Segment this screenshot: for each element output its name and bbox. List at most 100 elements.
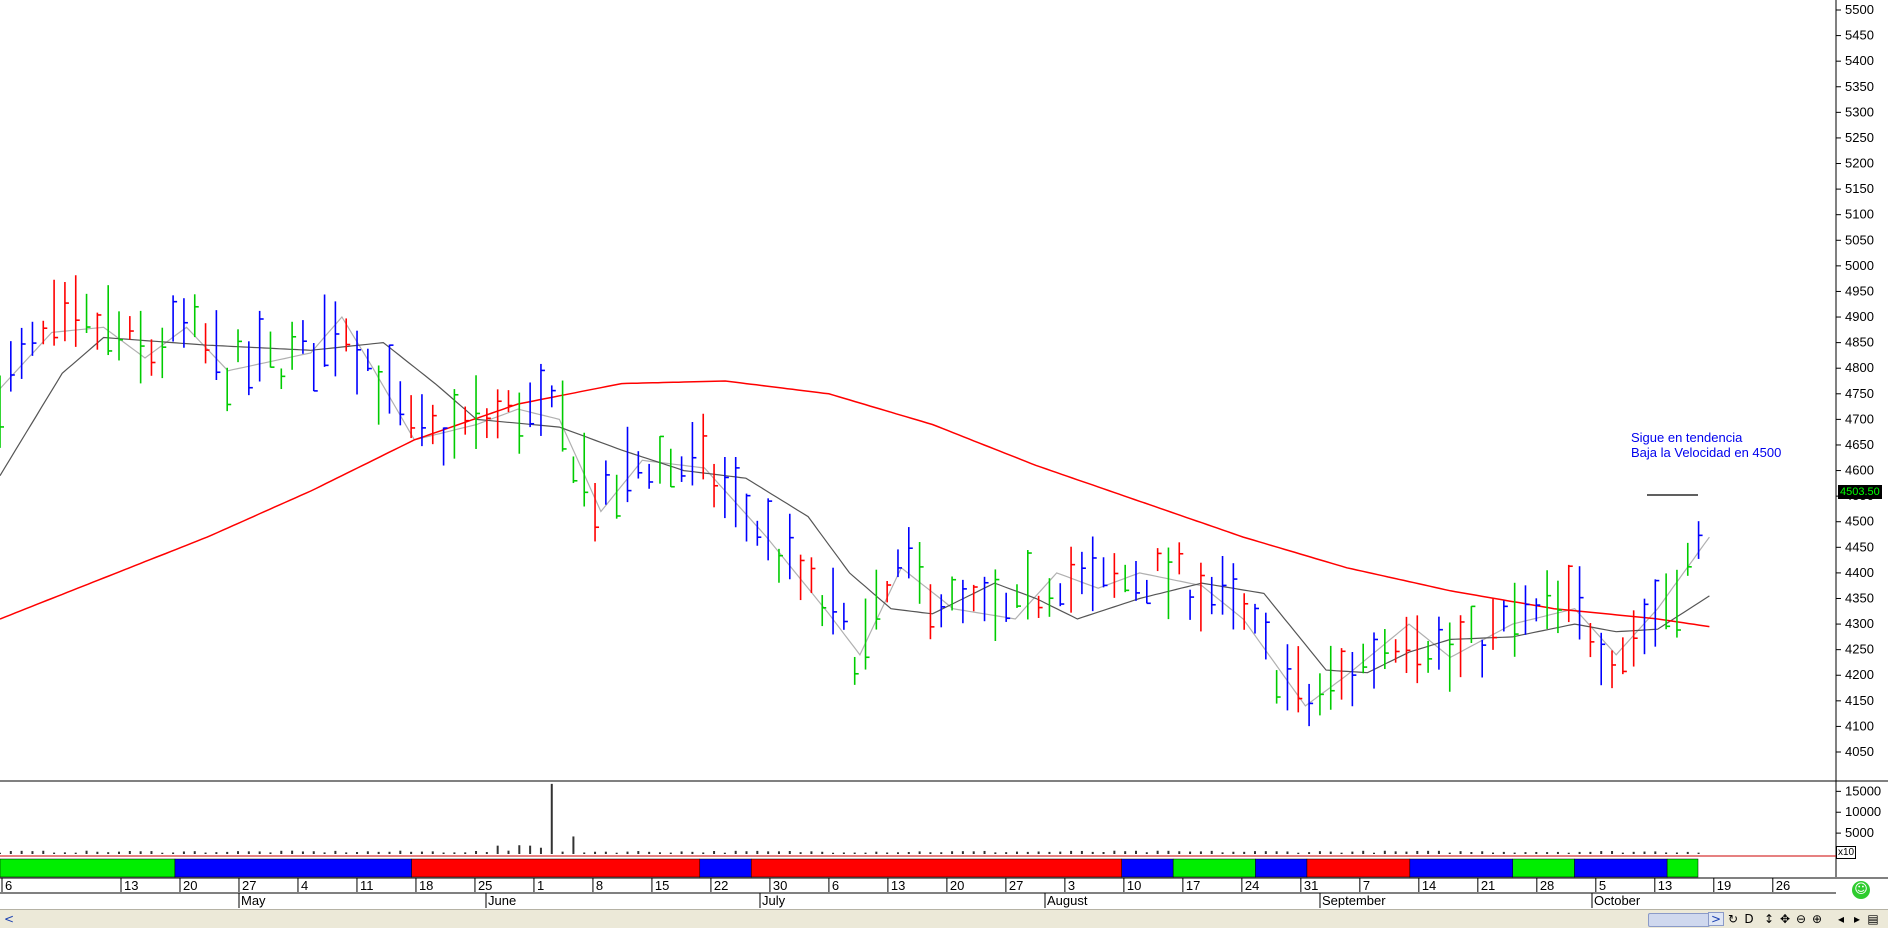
medium-ma-line <box>0 336 1710 674</box>
date-tick-label: 14 <box>1422 878 1436 893</box>
moving-averages <box>0 315 1710 707</box>
indicator-segment <box>1121 858 1174 878</box>
date-tick-label: 1 <box>537 878 544 893</box>
price-tick-label: 4850 <box>1845 335 1874 350</box>
price-tick-label: 5100 <box>1845 207 1874 222</box>
volume-tick-label: 15000 <box>1845 783 1881 798</box>
month-label: June <box>488 893 516 908</box>
indicator-segment <box>174 858 412 878</box>
price-tick-label: 4050 <box>1845 744 1874 759</box>
price-tick-label: 5000 <box>1845 258 1874 273</box>
volume-scale-label: x10 <box>1836 846 1857 859</box>
price-tick-label: 4900 <box>1845 309 1874 324</box>
indicator-segment <box>411 858 701 878</box>
price-tick-label: 4700 <box>1845 411 1874 426</box>
move-icon[interactable]: ✥ <box>1779 912 1791 926</box>
indicator-segment <box>1512 858 1575 878</box>
date-tick-label: 31 <box>1304 878 1318 893</box>
last-price-label: 4503.50 <box>1838 485 1882 499</box>
month-label: May <box>241 893 266 908</box>
indicator-segment <box>1574 858 1668 878</box>
price-tick-label: 5500 <box>1845 2 1874 17</box>
date-tick-label: 4 <box>301 878 308 893</box>
price-tick-label: 5350 <box>1845 79 1874 94</box>
step-back-icon[interactable]: ◂ <box>1837 912 1845 926</box>
settings-icon[interactable]: ▤ <box>1867 912 1879 926</box>
date-tick-label: 19 <box>1717 878 1731 893</box>
indicator-strip <box>0 858 1699 878</box>
refresh-icon[interactable]: ↻ <box>1727 912 1739 926</box>
price-tick-label: 5050 <box>1845 232 1874 247</box>
annotation-text: Sigue en tendencia <box>1631 430 1743 445</box>
date-tick-label: 8 <box>596 878 603 893</box>
indicator-segment <box>750 858 1122 878</box>
date-tick-label: 13 <box>891 878 905 893</box>
date-tick-label: 3 <box>1068 878 1075 893</box>
date-tick-label: 27 <box>1009 878 1023 893</box>
scroll-thumb[interactable] <box>1648 913 1710 927</box>
date-tick-label: 15 <box>655 878 669 893</box>
volume-axis: 15000 10000 5000 <box>1836 783 1881 840</box>
horizontal-scrollbar[interactable]: < > ↻ D ↕ ✥ ⊖ ⊕ ◂ ▸ ▤ <box>0 909 1888 928</box>
date-axis: 6 13 20 27 4 11 18 25 1 8 15 22 30 6 13 20 27 3 10 17 24 31 7 1… <box>1 878 1790 908</box>
price-tick-label: 5400 <box>1845 53 1874 68</box>
date-tick-label: 6 <box>5 878 12 893</box>
price-tick-label: 4650 <box>1845 437 1874 452</box>
date-tick-label: 21 <box>1481 878 1495 893</box>
month-label: August <box>1047 893 1088 908</box>
scroll-right-arrow-icon[interactable]: > <box>1708 912 1724 926</box>
price-tick-label: 4800 <box>1845 360 1874 375</box>
price-tick-label: 5150 <box>1845 181 1874 196</box>
indicator-segment <box>1666 858 1699 878</box>
price-tick-label: 4750 <box>1845 386 1874 401</box>
date-tick-label: 6 <box>832 878 839 893</box>
indicator-segment <box>1409 858 1514 878</box>
draw-tool-icon[interactable]: D <box>1744 912 1754 926</box>
vertical-scale-icon[interactable]: ↕ <box>1763 912 1775 926</box>
annotation-text: Baja la Velocidad en 4500 <box>1631 445 1781 460</box>
price-tick-label: 5300 <box>1845 104 1874 119</box>
indicator-segment <box>0 858 176 878</box>
price-tick-label: 5450 <box>1845 28 1874 43</box>
date-tick-label: 13 <box>1658 878 1672 893</box>
zoom-out-icon[interactable]: ⊖ <box>1795 912 1807 926</box>
scroll-left-arrow-icon[interactable]: < <box>3 912 15 926</box>
date-tick-label: 27 <box>242 878 256 893</box>
price-tick-label: 4100 <box>1845 718 1874 733</box>
price-tick-label: 4450 <box>1845 539 1874 554</box>
price-tick-label: 4300 <box>1845 616 1874 631</box>
zoom-in-icon[interactable]: ⊕ <box>1811 912 1823 926</box>
date-tick-label: 26 <box>1776 878 1790 893</box>
price-tick-label: 4600 <box>1845 463 1874 478</box>
month-label: July <box>762 893 786 908</box>
date-tick-label: 25 <box>478 878 492 893</box>
indicator-segment <box>1306 858 1411 878</box>
price-tick-label: 4250 <box>1845 642 1874 657</box>
date-tick-label: 13 <box>124 878 138 893</box>
date-tick-label: 20 <box>950 878 964 893</box>
date-tick-label: 7 <box>1363 878 1370 893</box>
volume-tick-label: 10000 <box>1845 804 1881 819</box>
date-tick-label: 28 <box>1540 878 1554 893</box>
short-ma-line <box>0 315 1710 707</box>
indicator-segment <box>1255 858 1308 878</box>
date-tick-label: 22 <box>714 878 728 893</box>
month-label: October <box>1594 893 1641 908</box>
date-tick-label: 30 <box>773 878 787 893</box>
date-tick-label: 5 <box>1599 878 1606 893</box>
smiley-icon[interactable]: ☺ <box>1852 881 1870 899</box>
price-tick-label: 4950 <box>1845 283 1874 298</box>
price-bars <box>0 275 1703 727</box>
date-tick-label: 17 <box>1186 878 1200 893</box>
price-tick-label: 4350 <box>1845 590 1874 605</box>
price-tick-label: 4500 <box>1845 514 1874 529</box>
long-ma-line <box>0 380 1710 628</box>
date-tick-label: 20 <box>183 878 197 893</box>
volume-bars <box>0 783 1700 854</box>
price-tick-label: 5250 <box>1845 130 1874 145</box>
step-forward-icon[interactable]: ▸ <box>1853 912 1861 926</box>
indicator-segment <box>699 858 752 878</box>
date-tick-label: 11 <box>360 878 374 893</box>
price-chart: 5500 5450 5400 5350 5300 5250 5200 5150 5100 5050… <box>0 0 1888 909</box>
